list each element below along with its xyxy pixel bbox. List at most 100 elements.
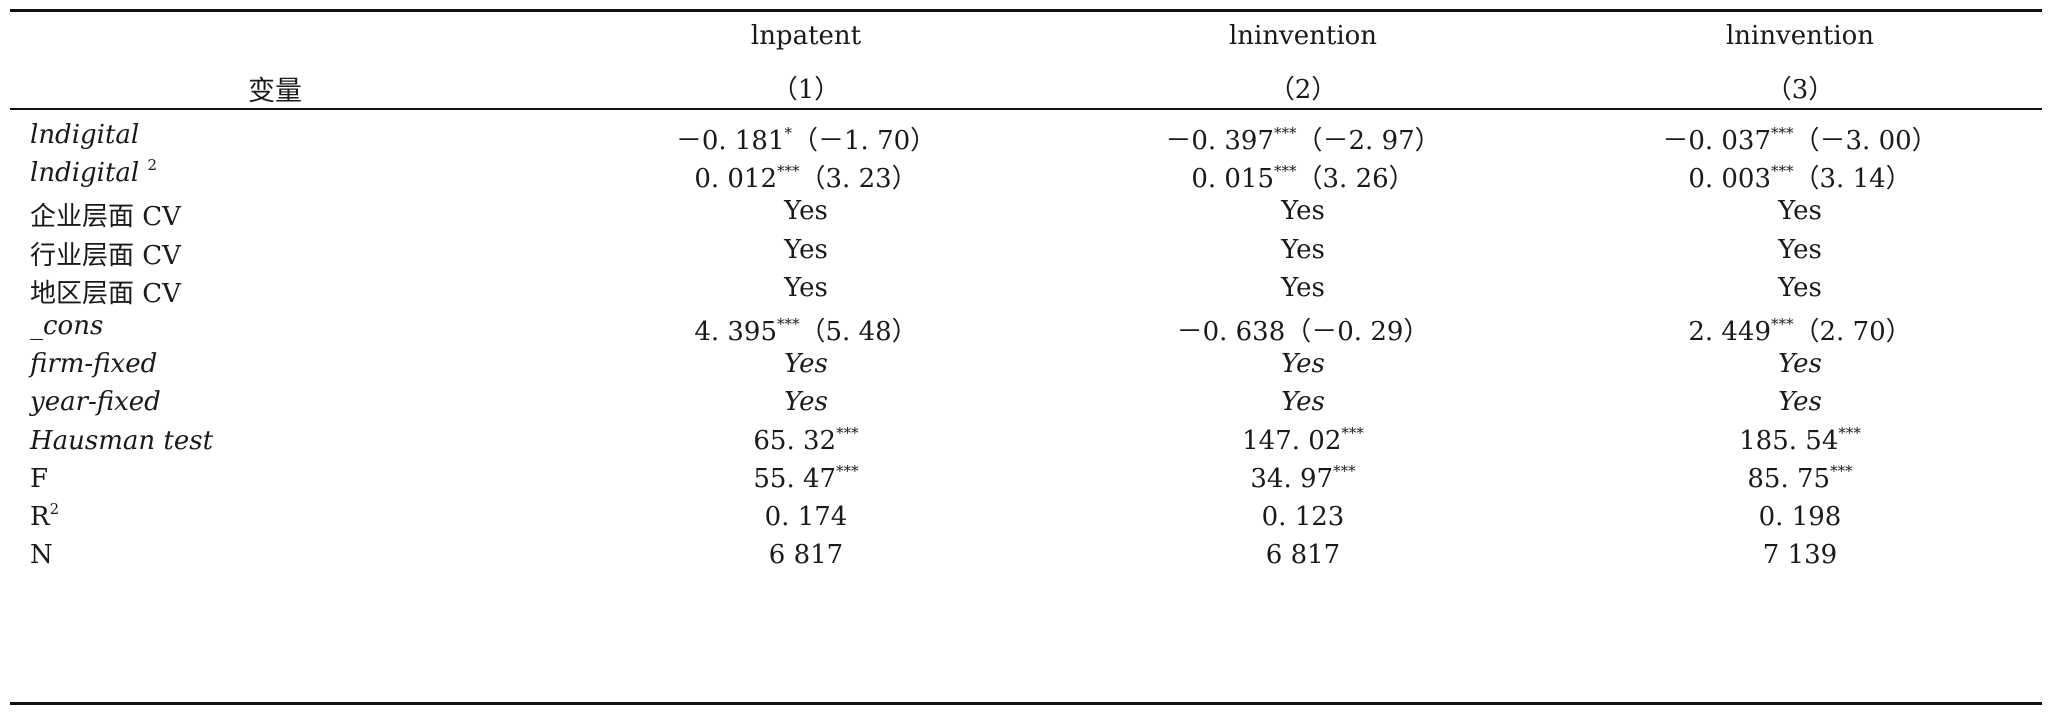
table-cell: Yes	[1103, 349, 1503, 379]
table-cell: Yes	[1103, 273, 1503, 303]
column-2-number: （2）	[1268, 75, 1338, 105]
cell-coefficient: 85. 75	[1747, 463, 1831, 494]
cell-t-statistic: （3. 26）	[1296, 164, 1415, 195]
row-label-text: F	[30, 463, 49, 494]
cell-coefficient: －0. 638（－0. 29）	[1176, 317, 1430, 347]
bottom-rule	[10, 702, 2042, 705]
table-cell: Yes	[606, 196, 1006, 226]
cell-coefficient: Yes	[1778, 234, 1822, 265]
cell-coefficient: 0. 174	[764, 502, 848, 532]
table-cell: 185. 54***	[1600, 423, 2000, 456]
row-label-text: lndigital	[30, 158, 148, 189]
cell-coefficient: 0. 012	[694, 164, 778, 195]
table-cell: 0. 123	[1103, 502, 1503, 532]
row-label-text: year-fixed	[30, 387, 161, 418]
significance-stars: ***	[836, 423, 859, 442]
table-cell: 147. 02***	[1103, 425, 1503, 456]
cell-coefficient: Yes	[1778, 196, 1822, 227]
cell-coefficient: －0. 037	[1662, 126, 1772, 156]
cell-coefficient: 0. 015	[1191, 164, 1275, 195]
top-rule	[10, 9, 2042, 12]
significance-stars: ***	[1771, 124, 1794, 142]
table-cell: Yes	[606, 273, 1006, 303]
table-row: 地区层面 CV Yes Yes Yes	[10, 267, 2042, 315]
significance-stars: ***	[1771, 315, 1794, 333]
significance-stars: ***	[777, 162, 800, 181]
table-cell: 34. 97***	[1103, 461, 1503, 494]
cell-coefficient: Yes	[1778, 349, 1822, 380]
variable-header: 变量	[248, 76, 302, 107]
cell-coefficient: Yes	[1281, 387, 1325, 418]
cell-t-statistic: （2. 70）	[1793, 317, 1912, 347]
table-cell: 7 139	[1600, 540, 2000, 570]
cell-coefficient: 4. 395	[694, 317, 778, 347]
table-cell: Yes	[1600, 196, 2000, 226]
cell-coefficient: Yes	[784, 387, 828, 418]
column-3-dependent-variable: lninvention	[1725, 21, 1875, 51]
cell-coefficient: Yes	[1778, 387, 1822, 418]
cell-coefficient: Yes	[1281, 349, 1325, 380]
significance-stars: *	[784, 124, 793, 142]
cell-coefficient: Yes	[1281, 272, 1325, 303]
row-label: 地区层面 CV	[30, 273, 181, 310]
table-row: R2 0. 174 0. 123 0. 198	[10, 496, 2042, 544]
cell-coefficient: Yes	[784, 349, 828, 380]
cell-t-statistic: （3. 23）	[799, 164, 918, 195]
cell-t-statistic: （－3. 00）	[1793, 126, 1938, 156]
table-row: N 6 817 6 817 7 139	[10, 534, 2042, 582]
cell-coefficient: 0. 003	[1688, 164, 1772, 195]
row-label-text: Hausman test	[30, 425, 214, 456]
column-3-number: （3）	[1765, 75, 1835, 105]
table-cell: －0. 638（－0. 29）	[1103, 311, 1503, 348]
table-cell: Yes	[606, 387, 1006, 417]
cell-coefficient: 2. 449	[1688, 317, 1772, 347]
column-2-dependent-variable: lninvention	[1228, 21, 1378, 51]
row-label-text: 地区层面 CV	[30, 278, 181, 309]
significance-stars: ***	[1838, 423, 1861, 442]
table-row: year-fixed Yes Yes Yes	[10, 381, 2042, 429]
cell-coefficient: 6 817	[1265, 540, 1341, 571]
cell-t-statistic: （3. 14）	[1793, 164, 1912, 195]
cell-coefficient: 65. 32	[753, 425, 837, 456]
table-cell: Yes	[1600, 387, 2000, 417]
table-cell: －0. 397***（－2. 97）	[1103, 120, 1503, 157]
row-label-text: firm-fixed	[30, 349, 158, 380]
significance-stars: ***	[1333, 461, 1356, 480]
table-cell: －0. 037***（－3. 00）	[1600, 120, 2000, 157]
table-cell: Yes	[1103, 235, 1503, 265]
table-row: 行业层面 CV Yes Yes Yes	[10, 229, 2042, 277]
row-label-text: lndigital	[30, 120, 140, 150]
table-cell: 0. 198	[1600, 502, 2000, 532]
cell-t-statistic: （－2. 97）	[1296, 126, 1441, 156]
table-row: F 55. 47*** 34. 97*** 85. 75***	[10, 458, 2042, 506]
table-cell: Yes	[1600, 235, 2000, 265]
table-cell: Yes	[1600, 349, 2000, 379]
cell-coefficient: Yes	[784, 272, 828, 303]
row-label-text: 企业层面 CV	[30, 202, 181, 233]
table-cell: 0. 012***（3. 23）	[606, 158, 1006, 195]
cell-coefficient: 0. 123	[1261, 502, 1345, 532]
row-label: _cons	[30, 311, 103, 341]
cell-t-statistic: （－1. 70）	[792, 126, 937, 156]
row-label-superscript: 2	[49, 500, 60, 518]
table-cell: 2. 449***（2. 70）	[1600, 311, 2000, 348]
row-label-text: 行业层面 CV	[30, 240, 181, 271]
cell-coefficient: 55. 47	[753, 463, 837, 494]
table-cell: 0. 003***（3. 14）	[1600, 158, 2000, 195]
cell-coefficient: Yes	[784, 196, 828, 227]
table-cell: 0. 015***（3. 26）	[1103, 158, 1503, 195]
cell-coefficient: 147. 02	[1242, 425, 1342, 456]
row-label: 行业层面 CV	[30, 235, 181, 272]
cell-t-statistic: （5. 48）	[799, 317, 918, 347]
cell-coefficient: Yes	[1281, 196, 1325, 227]
cell-coefficient: Yes	[1778, 272, 1822, 303]
table-cell: 6 817	[1103, 540, 1503, 570]
cell-coefficient: Yes	[784, 234, 828, 265]
row-label: firm-fixed	[30, 349, 157, 379]
table-cell: －0. 181*（－1. 70）	[606, 120, 1006, 157]
row-label-superscript: 2	[147, 156, 158, 175]
row-label: F	[30, 464, 48, 494]
table-cell: 0. 174	[606, 502, 1006, 532]
row-label-text: N	[30, 540, 53, 571]
cell-coefficient: －0. 181	[675, 126, 785, 156]
